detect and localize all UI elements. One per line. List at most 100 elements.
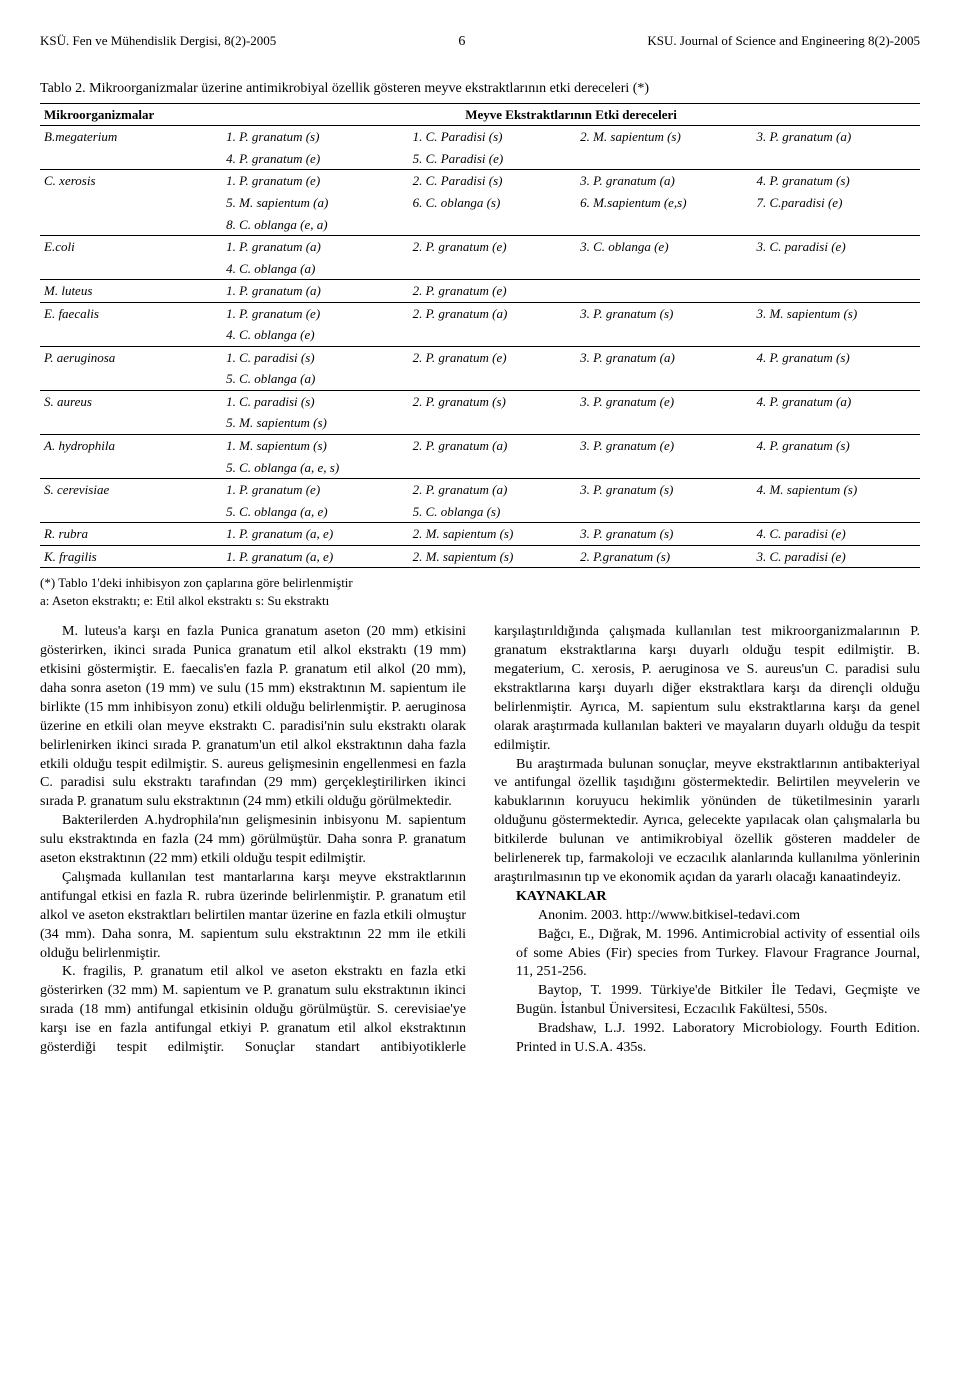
value-cell bbox=[409, 258, 577, 280]
value-cell: 1. P. granatum (a, e) bbox=[222, 523, 408, 546]
value-cell: 2. M. sapientum (s) bbox=[409, 523, 577, 546]
value-cell: 2. P. granatum (e) bbox=[409, 346, 577, 368]
value-cell: 1. P. granatum (a, e) bbox=[222, 545, 408, 568]
value-cell: 2. P. granatum (e) bbox=[409, 236, 577, 258]
value-cell bbox=[576, 258, 752, 280]
value-cell: 2. P. granatum (e) bbox=[409, 280, 577, 303]
value-cell: 1. C. Paradisi (s) bbox=[409, 126, 577, 148]
value-cell bbox=[576, 324, 752, 346]
value-cell bbox=[576, 280, 752, 303]
value-cell: 2. P. granatum (a) bbox=[409, 302, 577, 324]
page-header: KSÜ. Fen ve Mühendislik Dergisi, 8(2)-20… bbox=[40, 32, 920, 52]
value-cell: 8. C. oblanga (e, a) bbox=[222, 214, 408, 236]
value-cell: 4. P. granatum (s) bbox=[752, 434, 920, 456]
table-head-organism: Mikroorganizmalar bbox=[40, 103, 222, 126]
value-cell: 5. C. oblanga (a) bbox=[222, 368, 408, 390]
value-cell bbox=[752, 324, 920, 346]
value-cell bbox=[409, 324, 577, 346]
organism-cell: K. fragilis bbox=[40, 545, 222, 568]
organism-cell: C. xerosis bbox=[40, 170, 222, 236]
value-cell bbox=[409, 214, 577, 236]
value-cell: 2. M. sapientum (s) bbox=[576, 126, 752, 148]
value-cell: 3. P. granatum (a) bbox=[576, 170, 752, 192]
value-cell bbox=[576, 457, 752, 479]
value-cell bbox=[576, 148, 752, 170]
organism-cell: S. cerevisiae bbox=[40, 479, 222, 523]
value-cell bbox=[752, 501, 920, 523]
reference: Bradshaw, L.J. 1992. Laboratory Microbio… bbox=[494, 1020, 920, 1058]
organism-cell: B.megaterium bbox=[40, 126, 222, 170]
value-cell: 4. M. sapientum (s) bbox=[752, 479, 920, 501]
header-left: KSÜ. Fen ve Mühendislik Dergisi, 8(2)-20… bbox=[40, 32, 276, 50]
value-cell: 5. M. sapientum (a) bbox=[222, 192, 408, 214]
value-cell: 5. C. oblanga (a, e, s) bbox=[222, 457, 408, 479]
value-cell: 4. C. oblanga (a) bbox=[222, 258, 408, 280]
value-cell bbox=[409, 368, 577, 390]
value-cell: 1. P. granatum (a) bbox=[222, 280, 408, 303]
value-cell: 4. C. oblanga (e) bbox=[222, 324, 408, 346]
value-cell: 5. C. Paradisi (e) bbox=[409, 148, 577, 170]
value-cell bbox=[752, 457, 920, 479]
value-cell: 1. P. granatum (a) bbox=[222, 236, 408, 258]
value-cell: 3. C. oblanga (e) bbox=[576, 236, 752, 258]
value-cell: 4. P. granatum (a) bbox=[752, 390, 920, 412]
value-cell bbox=[409, 412, 577, 434]
paragraph: Bu araştırmada bulunan sonuçlar, meyve e… bbox=[494, 756, 920, 888]
value-cell: 2. C. Paradisi (s) bbox=[409, 170, 577, 192]
table-footnote: (*) Tablo 1'deki inhibisyon zon çapların… bbox=[40, 574, 920, 609]
value-cell: 3. P. granatum (s) bbox=[576, 302, 752, 324]
value-cell bbox=[752, 280, 920, 303]
reference: Anonim. 2003. http://www.bitkisel-tedavi… bbox=[494, 907, 920, 926]
reference: Bağcı, E., Dığrak, M. 1996. Antimicrobia… bbox=[494, 926, 920, 983]
value-cell bbox=[576, 214, 752, 236]
organism-cell: P. aeruginosa bbox=[40, 346, 222, 390]
organism-cell: R. rubra bbox=[40, 523, 222, 546]
value-cell: 1. P. granatum (e) bbox=[222, 302, 408, 324]
value-cell: 3. P. granatum (a) bbox=[752, 126, 920, 148]
paragraph: M. luteus'a karşı en fazla Punica granat… bbox=[40, 623, 466, 812]
value-cell: 1. P. granatum (s) bbox=[222, 126, 408, 148]
value-cell: 2. P. granatum (a) bbox=[409, 434, 577, 456]
table-caption: Tablo 2. Mikroorganizmalar üzerine antim… bbox=[40, 80, 920, 99]
value-cell: 1. M. sapientum (s) bbox=[222, 434, 408, 456]
value-cell: 6. M.sapientum (e,s) bbox=[576, 192, 752, 214]
value-cell: 1. P. granatum (e) bbox=[222, 479, 408, 501]
value-cell: 3. P. granatum (a) bbox=[576, 346, 752, 368]
organism-cell: M. luteus bbox=[40, 280, 222, 303]
value-cell: 4. P. granatum (e) bbox=[222, 148, 408, 170]
table-head-span: Meyve Ekstraktlarının Etki dereceleri bbox=[222, 103, 920, 126]
value-cell: 3. P. granatum (s) bbox=[576, 479, 752, 501]
reference: Baytop, T. 1999. Türkiye'de Bitkiler İle… bbox=[494, 982, 920, 1020]
value-cell: 7. C.paradisi (e) bbox=[752, 192, 920, 214]
value-cell: 6. C. oblanga (s) bbox=[409, 192, 577, 214]
value-cell: 5. C. oblanga (s) bbox=[409, 501, 577, 523]
value-cell bbox=[576, 368, 752, 390]
value-cell: 2. M. sapientum (s) bbox=[409, 545, 577, 568]
value-cell bbox=[752, 148, 920, 170]
organism-cell: E.coli bbox=[40, 236, 222, 280]
paragraph: Çalışmada kullanılan test mantarlarına k… bbox=[40, 869, 466, 963]
body-text: M. luteus'a karşı en fazla Punica granat… bbox=[40, 623, 920, 1057]
value-cell bbox=[576, 501, 752, 523]
value-cell: 3. P. granatum (e) bbox=[576, 390, 752, 412]
organism-cell: A. hydrophila bbox=[40, 434, 222, 478]
results-table: Mikroorganizmalar Meyve Ekstraktlarının … bbox=[40, 103, 920, 568]
references-heading: KAYNAKLAR bbox=[494, 888, 920, 907]
organism-cell: E. faecalis bbox=[40, 302, 222, 346]
paragraph: Bakterilerden A.hydrophila'nın gelişmesi… bbox=[40, 812, 466, 869]
page-number: 6 bbox=[458, 33, 465, 52]
value-cell: 3. M. sapientum (s) bbox=[752, 302, 920, 324]
value-cell: 3. C. paradisi (e) bbox=[752, 236, 920, 258]
value-cell: 1. C. paradisi (s) bbox=[222, 346, 408, 368]
organism-cell: S. aureus bbox=[40, 390, 222, 434]
value-cell: 5. C. oblanga (a, e) bbox=[222, 501, 408, 523]
value-cell: 5. M. sapientum (s) bbox=[222, 412, 408, 434]
value-cell bbox=[409, 457, 577, 479]
value-cell: 3. P. granatum (e) bbox=[576, 434, 752, 456]
value-cell bbox=[752, 412, 920, 434]
value-cell: 3. C. paradisi (e) bbox=[752, 545, 920, 568]
header-right: KSU. Journal of Science and Engineering … bbox=[647, 32, 920, 50]
value-cell: 2. P. granatum (a) bbox=[409, 479, 577, 501]
value-cell bbox=[576, 412, 752, 434]
value-cell: 1. C. paradisi (s) bbox=[222, 390, 408, 412]
